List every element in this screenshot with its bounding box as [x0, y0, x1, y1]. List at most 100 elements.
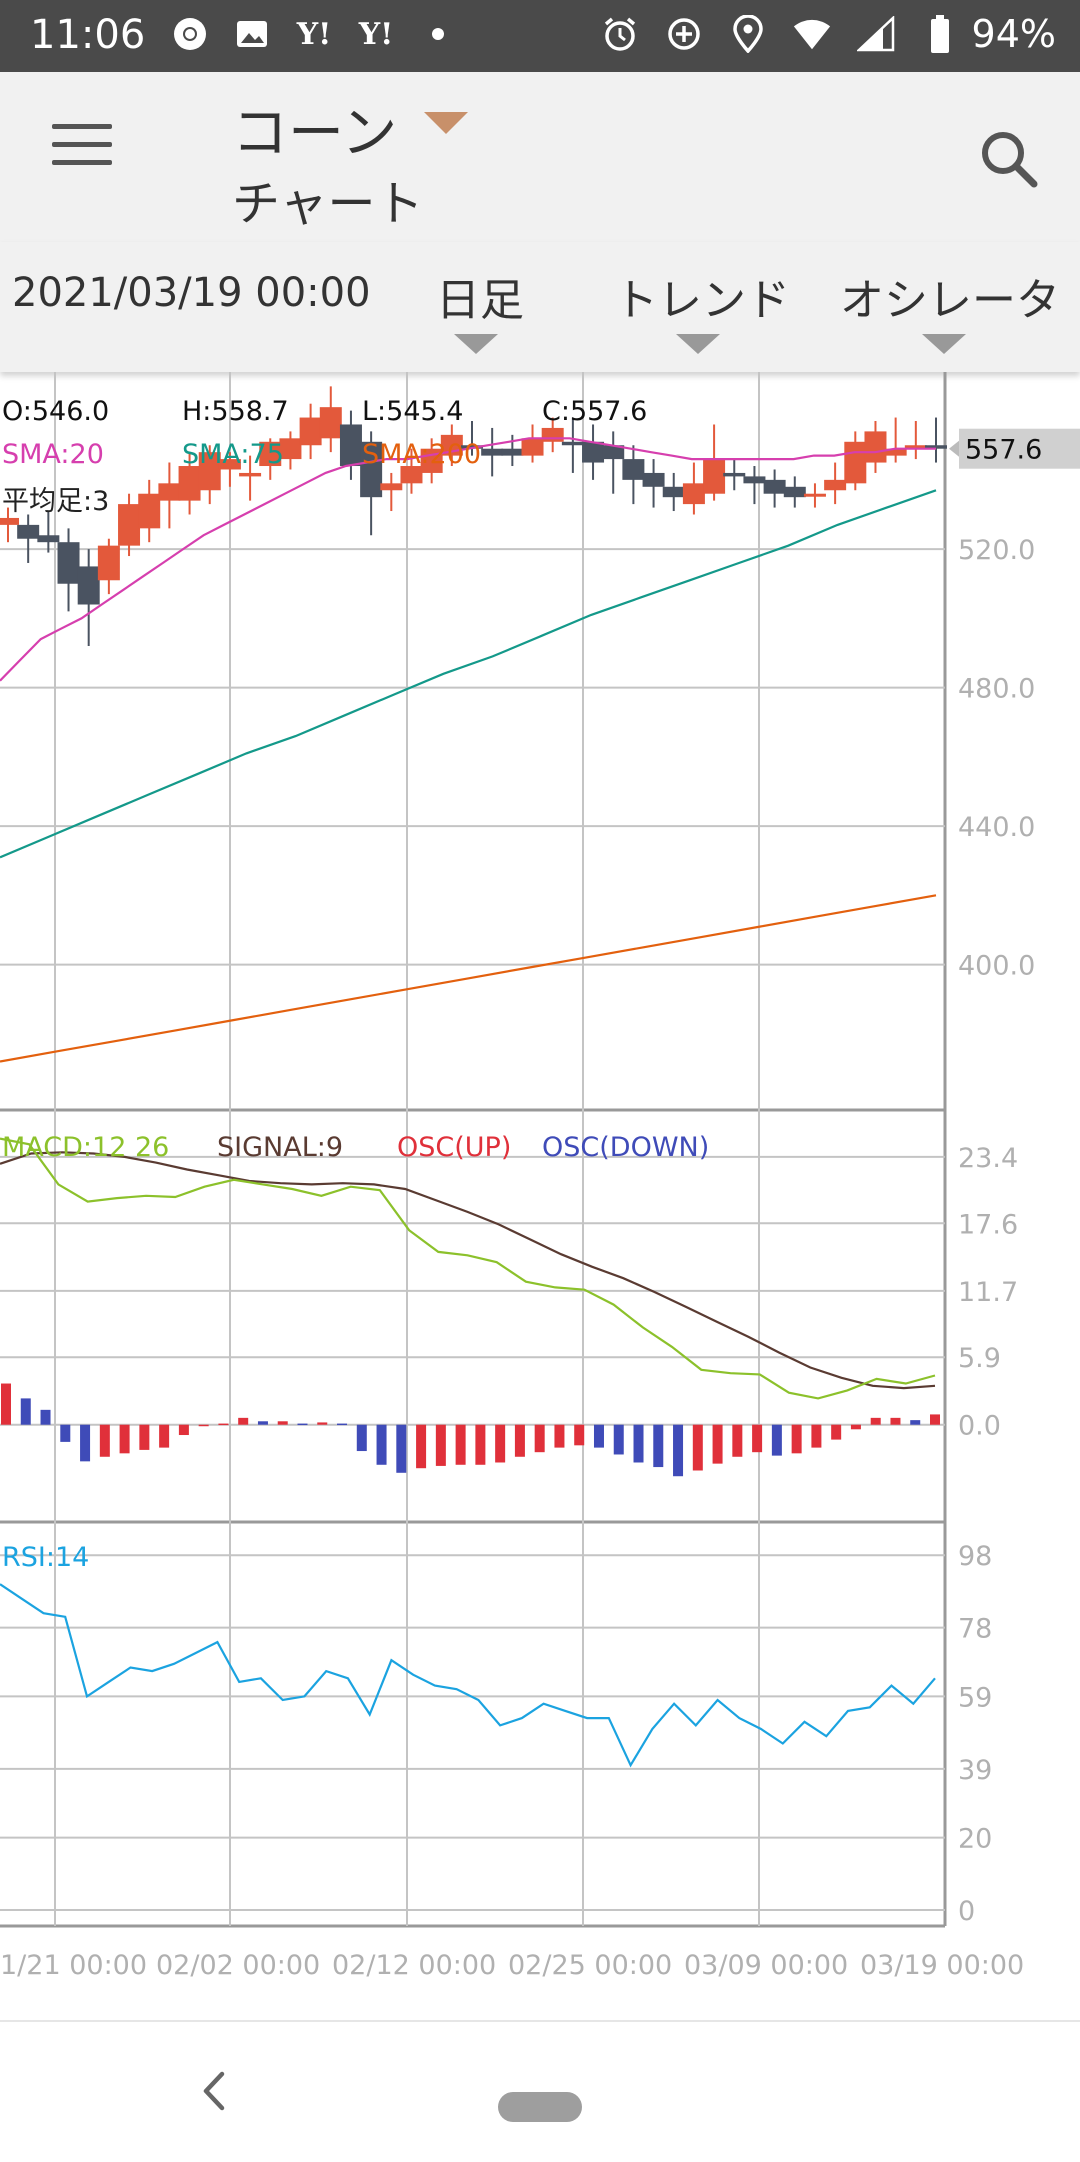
- home-pill-icon[interactable]: [498, 2092, 582, 2122]
- price-tick-label: 480.0: [958, 674, 1035, 705]
- price-tick-label: 440.0: [958, 812, 1035, 843]
- candle-body: [864, 431, 887, 463]
- last-value-box: [959, 428, 1080, 469]
- candle-body: [178, 466, 201, 501]
- chart-svg[interactable]: 520.0 480.0 440.0 400.0 O:546.0 H:558.7 L:545.…: [0, 372, 1080, 2022]
- instrument-dropdown-caret-icon[interactable]: [424, 112, 468, 134]
- candle-body: [582, 441, 605, 463]
- osc-bar: [376, 1424, 387, 1465]
- candle-body: [541, 427, 564, 442]
- osc-bar: [613, 1424, 624, 1455]
- osc-bar: [692, 1424, 703, 1471]
- osc-bar: [257, 1421, 268, 1425]
- last-value-label: 557.6: [965, 435, 1042, 466]
- x-axis-label: 1/21 00:00: [0, 1950, 147, 1981]
- chrome-icon: [170, 14, 210, 54]
- candle-body: [57, 542, 80, 584]
- candle-body: [17, 524, 40, 539]
- instrument-title[interactable]: コーン: [232, 101, 398, 166]
- tab-trend[interactable]: トレンド: [614, 275, 790, 326]
- rsi-tick-label: 39: [958, 1755, 992, 1786]
- ohlc-open-readout: O:546.0: [2, 396, 109, 427]
- candle-body: [239, 472, 262, 477]
- chart-datetime: 2021/03/19 00:00: [12, 270, 371, 316]
- osc-bar: [633, 1424, 644, 1463]
- osc-bar: [317, 1422, 328, 1425]
- candle-body: [763, 479, 786, 494]
- tab-period-caret-icon[interactable]: [454, 334, 498, 354]
- candle-body: [299, 417, 322, 446]
- macd-tick-label: 11.7: [958, 1277, 1018, 1308]
- osc-bar: [712, 1424, 723, 1464]
- candle-body: [521, 438, 544, 456]
- candle-body: [339, 424, 362, 467]
- osc-bar: [1, 1383, 11, 1425]
- hamburger-menu-icon[interactable]: [52, 124, 112, 172]
- macd-tick-label: 17.6: [958, 1209, 1018, 1240]
- osc-bar: [495, 1424, 506, 1463]
- sma75-line: [0, 489, 937, 859]
- osc-bar: [653, 1424, 664, 1468]
- app-bar: コーン チャート: [0, 72, 1080, 242]
- candle-body: [138, 493, 161, 529]
- osc-bar: [673, 1424, 684, 1477]
- status-left-icons: Y! Y!: [170, 14, 458, 54]
- candle-body: [118, 504, 141, 546]
- candle-body: [743, 476, 766, 484]
- osc-bar: [870, 1417, 881, 1425]
- candle-body: [642, 472, 665, 487]
- osc-bar: [238, 1417, 249, 1425]
- chart-area[interactable]: 520.0 480.0 440.0 400.0 O:546.0 H:558.7 L:545.…: [0, 372, 1080, 2022]
- rsi-tick-label: 0: [958, 1896, 975, 1927]
- signal-icon: [856, 14, 896, 54]
- sma20-line: [0, 437, 936, 682]
- battery-percent: 94%: [971, 12, 1056, 56]
- osc-bar: [198, 1424, 209, 1427]
- osc-bar: [119, 1424, 130, 1454]
- tab-oscillator-caret-icon[interactable]: [922, 334, 966, 354]
- candle-body: [783, 486, 806, 498]
- candle-body: [77, 566, 100, 605]
- price-tick-label: 520.0: [958, 535, 1035, 566]
- alarm-icon: [600, 14, 640, 54]
- status-right-icons: [600, 14, 960, 54]
- osc-bar: [139, 1424, 150, 1450]
- macd-line: [0, 1137, 936, 1400]
- osc-bar: [337, 1423, 348, 1426]
- candle-body: [561, 441, 584, 446]
- tab-oscillator[interactable]: オシレータ: [840, 275, 1060, 326]
- candle-body: [602, 445, 625, 460]
- candle-body: [259, 441, 282, 467]
- osc-bar: [930, 1414, 940, 1425]
- image-icon: [232, 14, 272, 54]
- back-chevron-icon[interactable]: [190, 2066, 240, 2116]
- osc-bar: [831, 1424, 842, 1440]
- status-time: 11:06: [30, 12, 146, 58]
- candle-body: [319, 407, 342, 439]
- location-icon: [728, 14, 768, 54]
- osc-bar: [60, 1424, 71, 1442]
- rsi-tick-label: 20: [958, 1824, 992, 1855]
- osc-bar: [396, 1424, 407, 1473]
- osc-bar: [593, 1424, 604, 1448]
- osc-bar: [80, 1424, 91, 1462]
- tab-period[interactable]: 日足: [436, 275, 524, 326]
- osc-bar: [455, 1424, 466, 1465]
- search-icon[interactable]: [976, 126, 1040, 190]
- osc-bar: [159, 1424, 170, 1448]
- osc-bar: [297, 1423, 308, 1426]
- osc-bar: [811, 1424, 822, 1448]
- candle-body: [501, 448, 524, 456]
- yahoo-icon: Y!: [358, 16, 394, 52]
- tab-trend-caret-icon[interactable]: [676, 334, 720, 354]
- osc-bar: [791, 1424, 802, 1454]
- candle-body: [97, 545, 120, 581]
- wifi-icon: [792, 14, 832, 54]
- price-tick-label: 400.0: [958, 951, 1035, 982]
- candle-body: [279, 438, 302, 460]
- osc-bar: [771, 1424, 782, 1456]
- rsi-tick-label: 59: [958, 1682, 992, 1713]
- candle-body: [481, 448, 504, 456]
- candle-body: [682, 483, 705, 505]
- osc-bar: [40, 1409, 51, 1425]
